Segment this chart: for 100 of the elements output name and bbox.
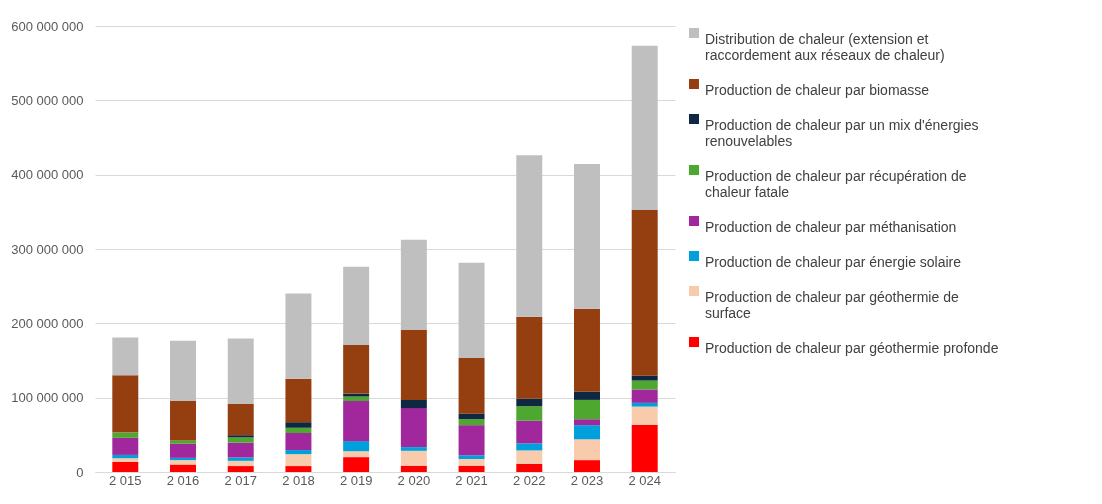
x-tick-label: 2 023 [570,472,604,488]
y-tick-label: 600 000 000 [11,18,84,34]
bar [516,443,543,451]
x-tick-label: 2 020 [397,472,431,488]
x-tick-label: 2 019 [339,472,373,488]
legend-label: Production de chaleur par récupération de chaleur fatale [705,168,967,200]
bar [343,396,370,402]
bar [285,432,312,451]
bar [285,454,312,467]
bar [516,450,543,464]
bar [285,427,312,433]
bar [343,441,370,452]
bar [458,262,485,358]
bar [285,466,312,472]
bar [170,401,196,441]
bar [112,461,139,472]
bar [227,460,254,467]
bar [458,465,485,472]
y-tick-label: 300 000 000 [11,241,84,257]
bar [458,458,485,466]
bar [400,239,427,331]
bar [574,391,600,400]
bar [170,443,196,458]
bar [170,440,196,444]
bar [343,401,370,442]
bar [516,155,543,317]
bar [343,457,370,472]
bar [227,466,254,472]
bar [285,293,312,379]
bar [631,209,658,376]
bar [631,380,658,390]
bar [170,460,196,465]
bar [574,439,600,461]
bar [112,337,139,376]
bar [458,419,485,426]
y-tick-label: 400 000 000 [11,167,84,183]
x-tick-label: 2 016 [166,472,200,488]
legend-label: Production de chaleur par géothermie profonde [705,340,999,356]
bar [343,393,370,397]
bar [574,163,600,309]
bar [400,330,427,400]
y-tick-label: 200 000 000 [11,315,84,331]
bar [516,316,543,399]
bar [574,425,600,440]
bar [227,437,254,443]
bar [631,402,658,407]
legend-label: Production de chaleur par énergie solaire [705,254,962,270]
bar [516,406,543,421]
x-tick-label: 2 017 [224,472,257,488]
bar [458,413,485,420]
bar [343,451,370,458]
legend-label: Production de chaleur par méthanisation [705,219,957,235]
bar [112,432,139,438]
bar [227,442,254,458]
legend-label: Production de chaleur par biomasse [705,82,930,98]
bar [227,457,254,461]
bar [112,375,139,433]
y-tick-label: 0 [76,464,84,480]
x-tick-label: 2 024 [628,472,661,488]
bar [400,408,427,448]
y-tick-label: 100 000 000 [11,390,84,406]
bar [285,450,312,455]
bar [631,375,658,381]
bar [227,435,254,438]
legend-label: Distribution de chaleur (extension et raccordement aux réseaux de chaleur) [705,31,945,63]
bar [574,460,600,472]
bar [516,463,543,472]
bar [285,422,312,428]
bar [631,424,658,472]
y-tick-label: 500 000 000 [11,92,84,108]
bar [170,340,196,402]
bar [574,308,600,392]
bar [112,454,139,459]
x-tick-label: 2 018 [282,472,315,488]
bar [631,389,658,403]
bar [458,455,485,459]
bar [574,399,600,420]
bar [458,425,485,456]
bar [631,45,658,210]
bar [170,457,196,461]
bar [112,437,139,455]
x-tick-label: 2 021 [455,472,488,488]
bar [400,450,427,466]
bar [516,420,543,444]
bar [227,403,254,436]
bar [631,406,658,425]
bar [285,378,312,423]
x-tick-label: 2 015 [109,472,142,488]
bar [343,266,370,345]
bar [170,464,196,472]
bar [400,399,427,409]
x-tick-label: 2 022 [513,472,546,488]
bar [227,338,254,404]
legend-label: Production de chaleur par un mix d'énergies renouvelables [705,117,979,149]
bar [516,398,543,407]
bar [112,458,139,462]
bar [400,447,427,451]
bar [458,357,485,414]
bar [400,465,427,472]
legend-label: Production de chaleur par géothermie de surface [705,289,959,321]
